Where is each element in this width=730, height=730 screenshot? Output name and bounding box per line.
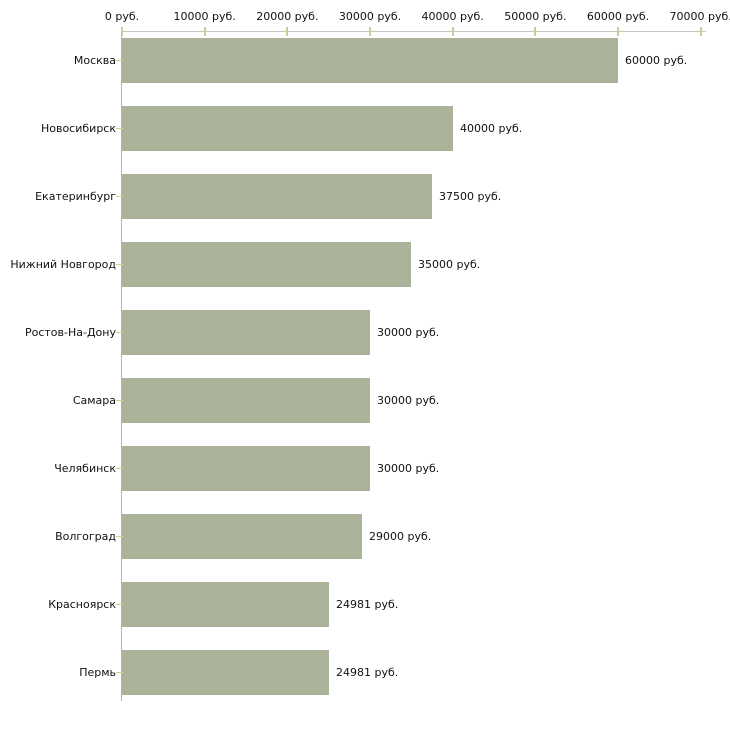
y-tick-mark xyxy=(116,196,124,197)
x-tick-mark xyxy=(369,27,371,36)
x-tick-mark xyxy=(617,27,619,36)
x-tick-mark xyxy=(203,27,206,36)
x-tick-mark xyxy=(121,27,123,36)
bar xyxy=(122,310,370,355)
bar xyxy=(122,650,329,695)
x-tick-label: 60000 руб. xyxy=(586,10,650,23)
bar xyxy=(122,242,411,287)
x-tick-mark xyxy=(534,27,537,36)
category-label: Новосибирск xyxy=(40,122,116,135)
bar xyxy=(122,106,453,151)
bar xyxy=(122,582,329,627)
value-label: 24981 руб. xyxy=(336,666,399,679)
category-label: Москва xyxy=(73,54,116,67)
y-tick-mark xyxy=(116,128,124,129)
x-tick-label: 10000 руб. xyxy=(173,10,236,23)
bar xyxy=(122,446,370,491)
value-label: 30000 руб. xyxy=(377,462,440,475)
bar xyxy=(122,174,432,219)
x-tick-mark xyxy=(286,27,289,36)
value-label: 30000 руб. xyxy=(377,326,440,339)
bar xyxy=(122,378,370,423)
x-tick-label: 30000 руб. xyxy=(338,10,402,23)
value-label: 29000 руб. xyxy=(369,530,432,543)
y-tick-mark xyxy=(116,672,124,673)
y-tick-mark xyxy=(116,604,124,605)
category-label: Ростов-На-Дону xyxy=(24,326,116,339)
y-tick-mark xyxy=(116,332,124,333)
value-label: 24981 руб. xyxy=(336,598,399,611)
category-label: Красноярск xyxy=(48,598,116,611)
bar xyxy=(122,514,362,559)
x-tick-label: 40000 руб. xyxy=(421,10,484,23)
x-tick-mark xyxy=(699,27,702,36)
category-label: Волгоград xyxy=(55,530,116,543)
category-label: Челябинск xyxy=(54,462,116,475)
y-tick-mark xyxy=(116,60,124,61)
value-label: 37500 руб. xyxy=(439,190,502,203)
x-tick-label: 20000 руб. xyxy=(256,10,319,23)
x-tick-label: 50000 руб. xyxy=(504,10,567,23)
y-tick-mark xyxy=(116,536,124,537)
y-tick-mark xyxy=(116,468,124,469)
value-label: 30000 руб. xyxy=(377,394,440,407)
y-tick-mark xyxy=(116,400,124,401)
value-label: 40000 руб. xyxy=(460,122,523,135)
category-label: Екатеринбург xyxy=(35,190,116,203)
category-label: Пермь xyxy=(79,666,116,679)
category-label: Самара xyxy=(72,394,116,407)
bar xyxy=(122,38,618,83)
x-tick-label: 0 руб. xyxy=(104,10,140,23)
value-label: 60000 руб. xyxy=(625,54,688,67)
y-axis-line xyxy=(121,31,122,701)
x-tick-mark xyxy=(451,27,454,36)
category-label: Нижний Новгород xyxy=(10,258,116,271)
x-axis-line xyxy=(121,31,706,32)
value-label: 35000 руб. xyxy=(418,258,481,271)
x-tick-label: 70000 руб. xyxy=(669,10,730,23)
y-tick-mark xyxy=(116,264,124,265)
